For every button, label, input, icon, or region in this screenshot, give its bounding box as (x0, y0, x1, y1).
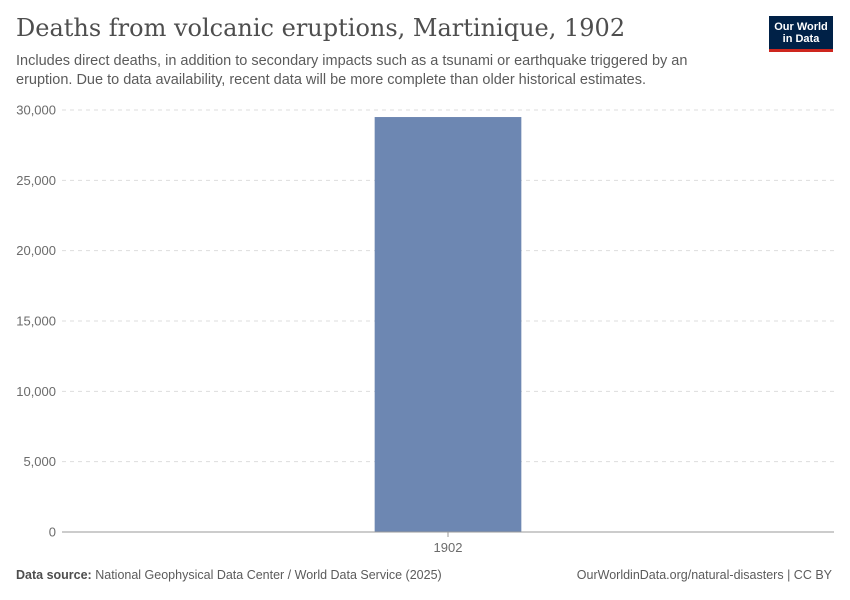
bar-chart: 0 5,000 10,000 15,000 20,000 25,000 30,000 1902 (16, 103, 834, 555)
bar (374, 117, 522, 533)
y-tick-label: 15,000 (16, 314, 56, 329)
logo-line-2: in Data (782, 33, 820, 45)
y-tick-label: 30,000 (16, 103, 56, 118)
y-tick-label: 5,000 (23, 454, 56, 469)
source-url[interactable]: OurWorldinData.org/natural-disasters | C… (576, 568, 832, 582)
chart-subtitle: Includes direct deaths, in addition to s… (16, 53, 688, 88)
data-source-text[interactable]: National Geophysical Data Center / World… (95, 568, 442, 582)
y-tick-label: 10,000 (16, 384, 56, 399)
chart-title: Deaths from volcanic eruptions, Martiniq… (16, 14, 626, 42)
data-source-label: Data source: (16, 568, 92, 582)
y-tick-label: 25,000 (16, 173, 56, 188)
x-tick-label: 1902 (434, 540, 463, 555)
data-source: Data source: National Geophysical Data C… (16, 568, 442, 582)
y-tick-label: 20,000 (16, 243, 56, 258)
owid-logo[interactable]: Our World in Data (769, 16, 833, 52)
logo-line-1: Our World (774, 21, 828, 33)
y-tick-label: 0 (49, 525, 56, 540)
